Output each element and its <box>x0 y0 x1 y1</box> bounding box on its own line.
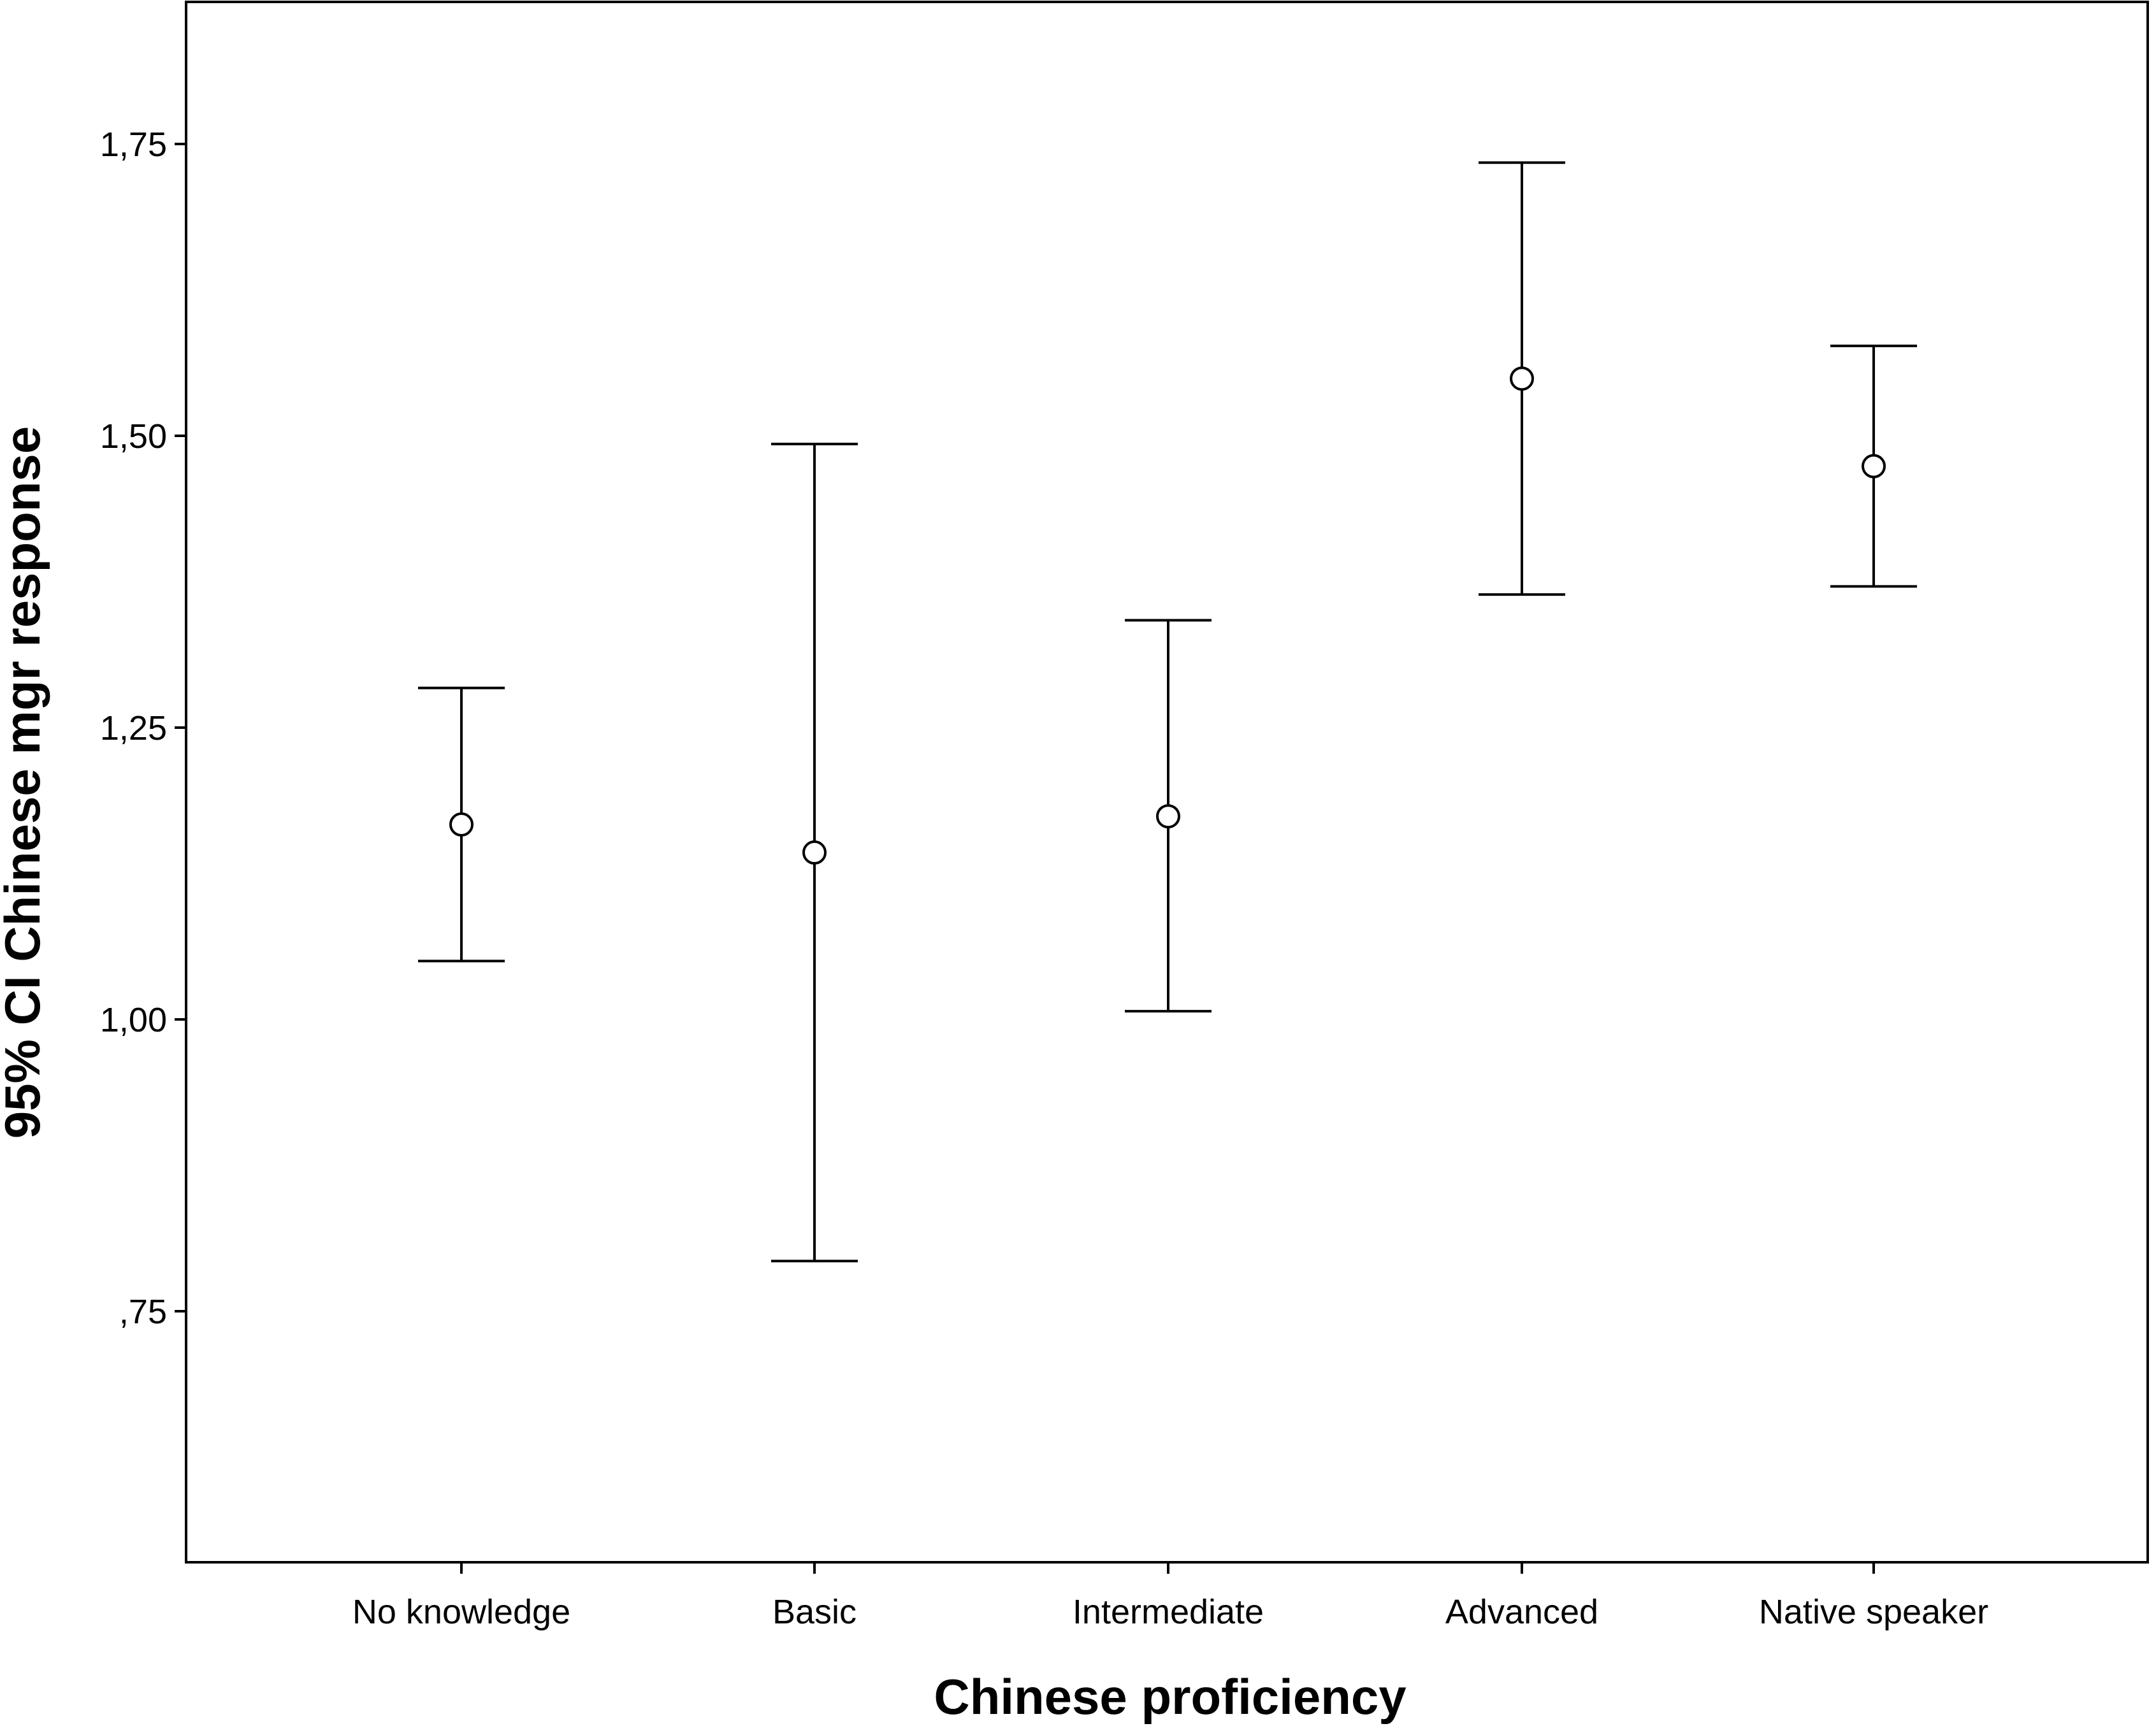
x-axis-ticks: No knowledge Basic Intermediate Advanced Nat… <box>352 1562 1988 1631</box>
x-tick-label: No knowledge <box>352 1593 570 1631</box>
y-tick-label: 1,00 <box>100 1001 167 1039</box>
x-tick-label: Basic <box>772 1593 857 1631</box>
mean-markers <box>449 366 1886 865</box>
y-tick-label: 1,25 <box>100 709 167 747</box>
y-tick-label: ,75 <box>119 1293 167 1331</box>
mean-marker <box>802 840 827 865</box>
mean-marker <box>1862 454 1886 478</box>
mean-marker <box>1510 366 1534 391</box>
x-tick-label: Native speaker <box>1759 1593 1988 1631</box>
mean-marker <box>449 812 474 837</box>
x-axis-title: Chinese proficiency <box>934 1669 1406 1725</box>
y-axis-ticks: ,75 1,00 1,25 1,50 1,75 <box>100 126 186 1331</box>
x-tick-label: Intermediate <box>1073 1593 1264 1631</box>
y-tick-label: 1,75 <box>100 126 167 164</box>
y-axis-title: 95% CI Chinese mgr response <box>0 426 50 1139</box>
y-tick-label: 1,50 <box>100 417 167 456</box>
mean-marker <box>1156 804 1180 829</box>
x-tick-label: Advanced <box>1445 1593 1598 1631</box>
error-bars <box>418 161 1917 1263</box>
